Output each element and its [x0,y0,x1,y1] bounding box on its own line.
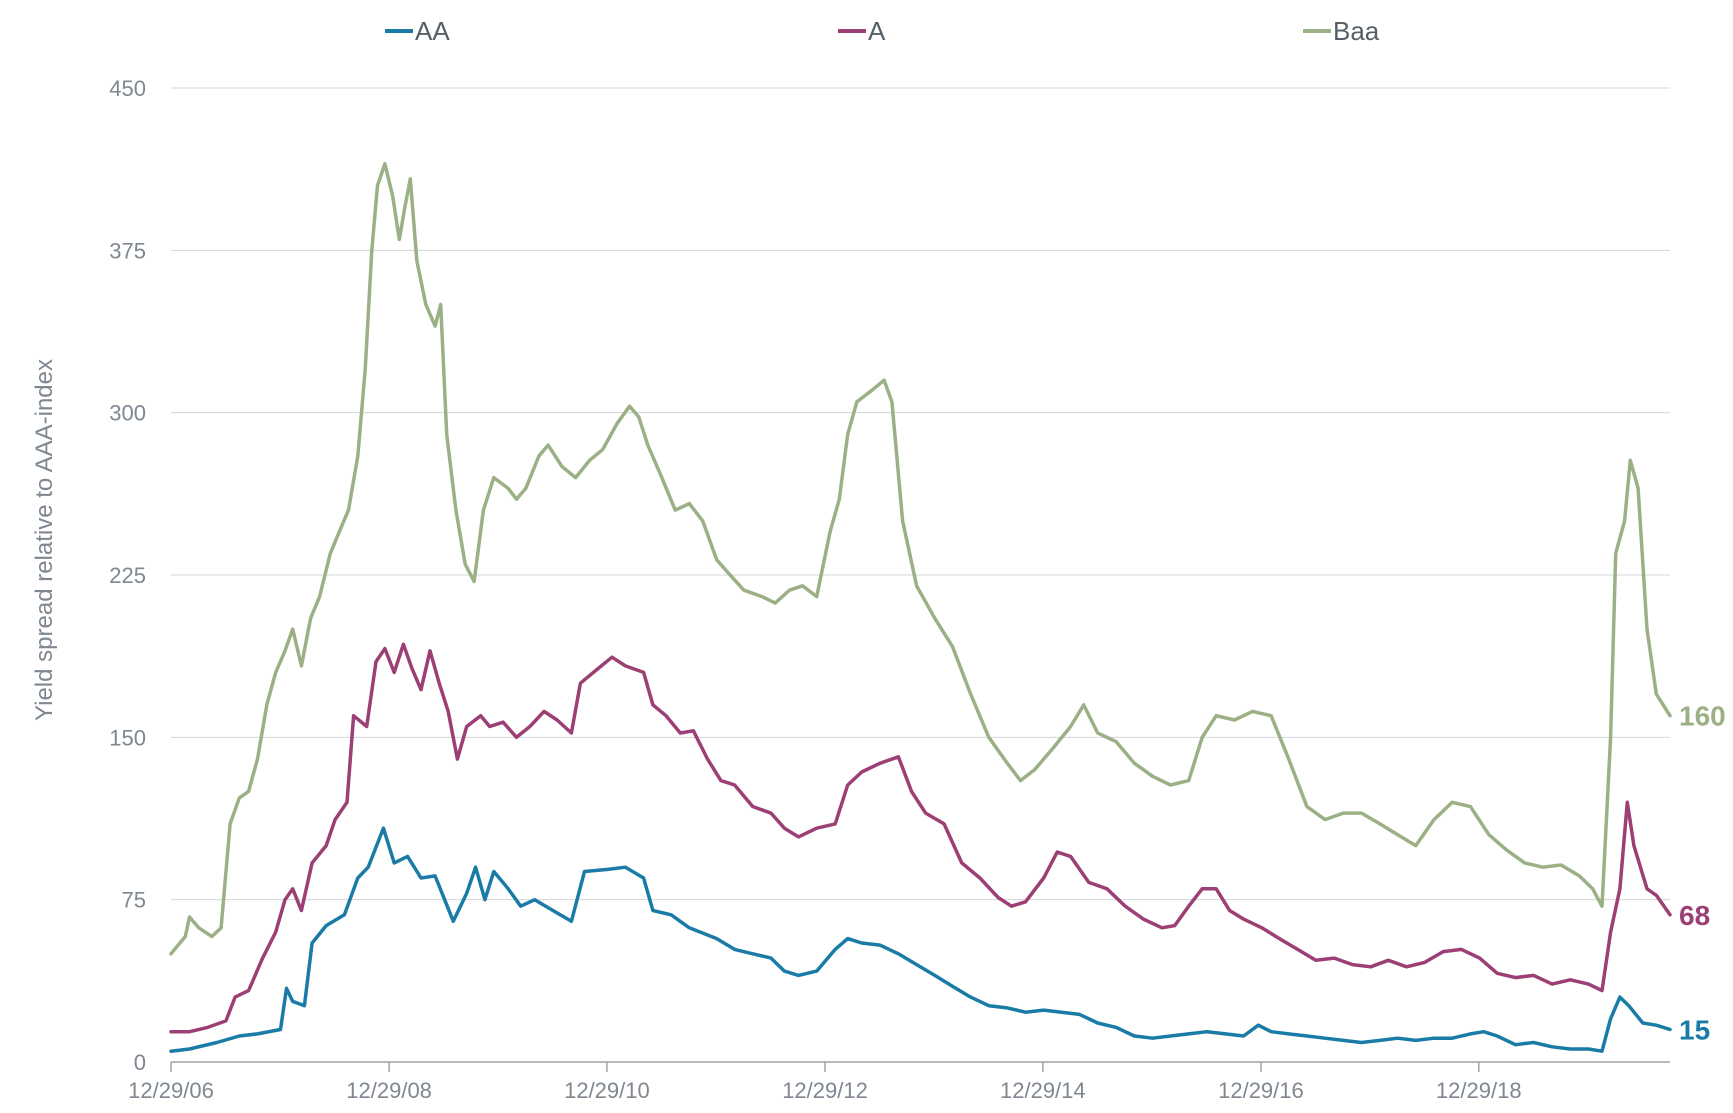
legend-label-aa: AA [415,16,450,46]
series-line-a [169,642,1672,1034]
y-axis-label: Yield spread relative to AAA-index [31,359,58,721]
x-tick-label: 12/29/10 [564,1078,650,1103]
x-tick-label: 12/29/12 [782,1078,868,1103]
y-tick-label: 450 [109,76,146,101]
y-tick-label: 75 [122,888,146,913]
x-tick-label: 12/29/06 [128,1078,214,1103]
end-label-baa: 160 [1679,701,1726,732]
end-label-a: 68 [1679,900,1710,931]
x-tick-label: 12/29/18 [1436,1078,1522,1103]
y-axis-ticks: 0 75 150 225 300 375 450 [109,76,146,1075]
legend-label-a: A [868,16,886,46]
gridlines [171,87,1670,901]
y-tick-label: 0 [134,1050,146,1075]
y-tick-label: 150 [109,725,146,750]
end-labels: 15 68 160 [1679,701,1726,1046]
y-tick-label: 300 [109,401,146,426]
y-tick-label: 375 [109,238,146,263]
y-tick-label: 225 [109,563,146,588]
x-axis: 12/29/06 12/29/08 12/29/10 12/29/12 12/29/14… [128,1061,1670,1103]
x-tick-label: 12/29/16 [1218,1078,1304,1103]
legend-label-baa: Baa [1333,16,1380,46]
x-tick-label: 12/29/14 [1000,1078,1086,1103]
series-lines [169,162,1672,1053]
x-tick-label: 12/29/08 [346,1078,432,1103]
legend: AA A Baa [385,16,1380,46]
series-line-baa [169,162,1672,956]
end-label-aa: 15 [1679,1015,1710,1046]
series-line-aa [169,826,1672,1053]
